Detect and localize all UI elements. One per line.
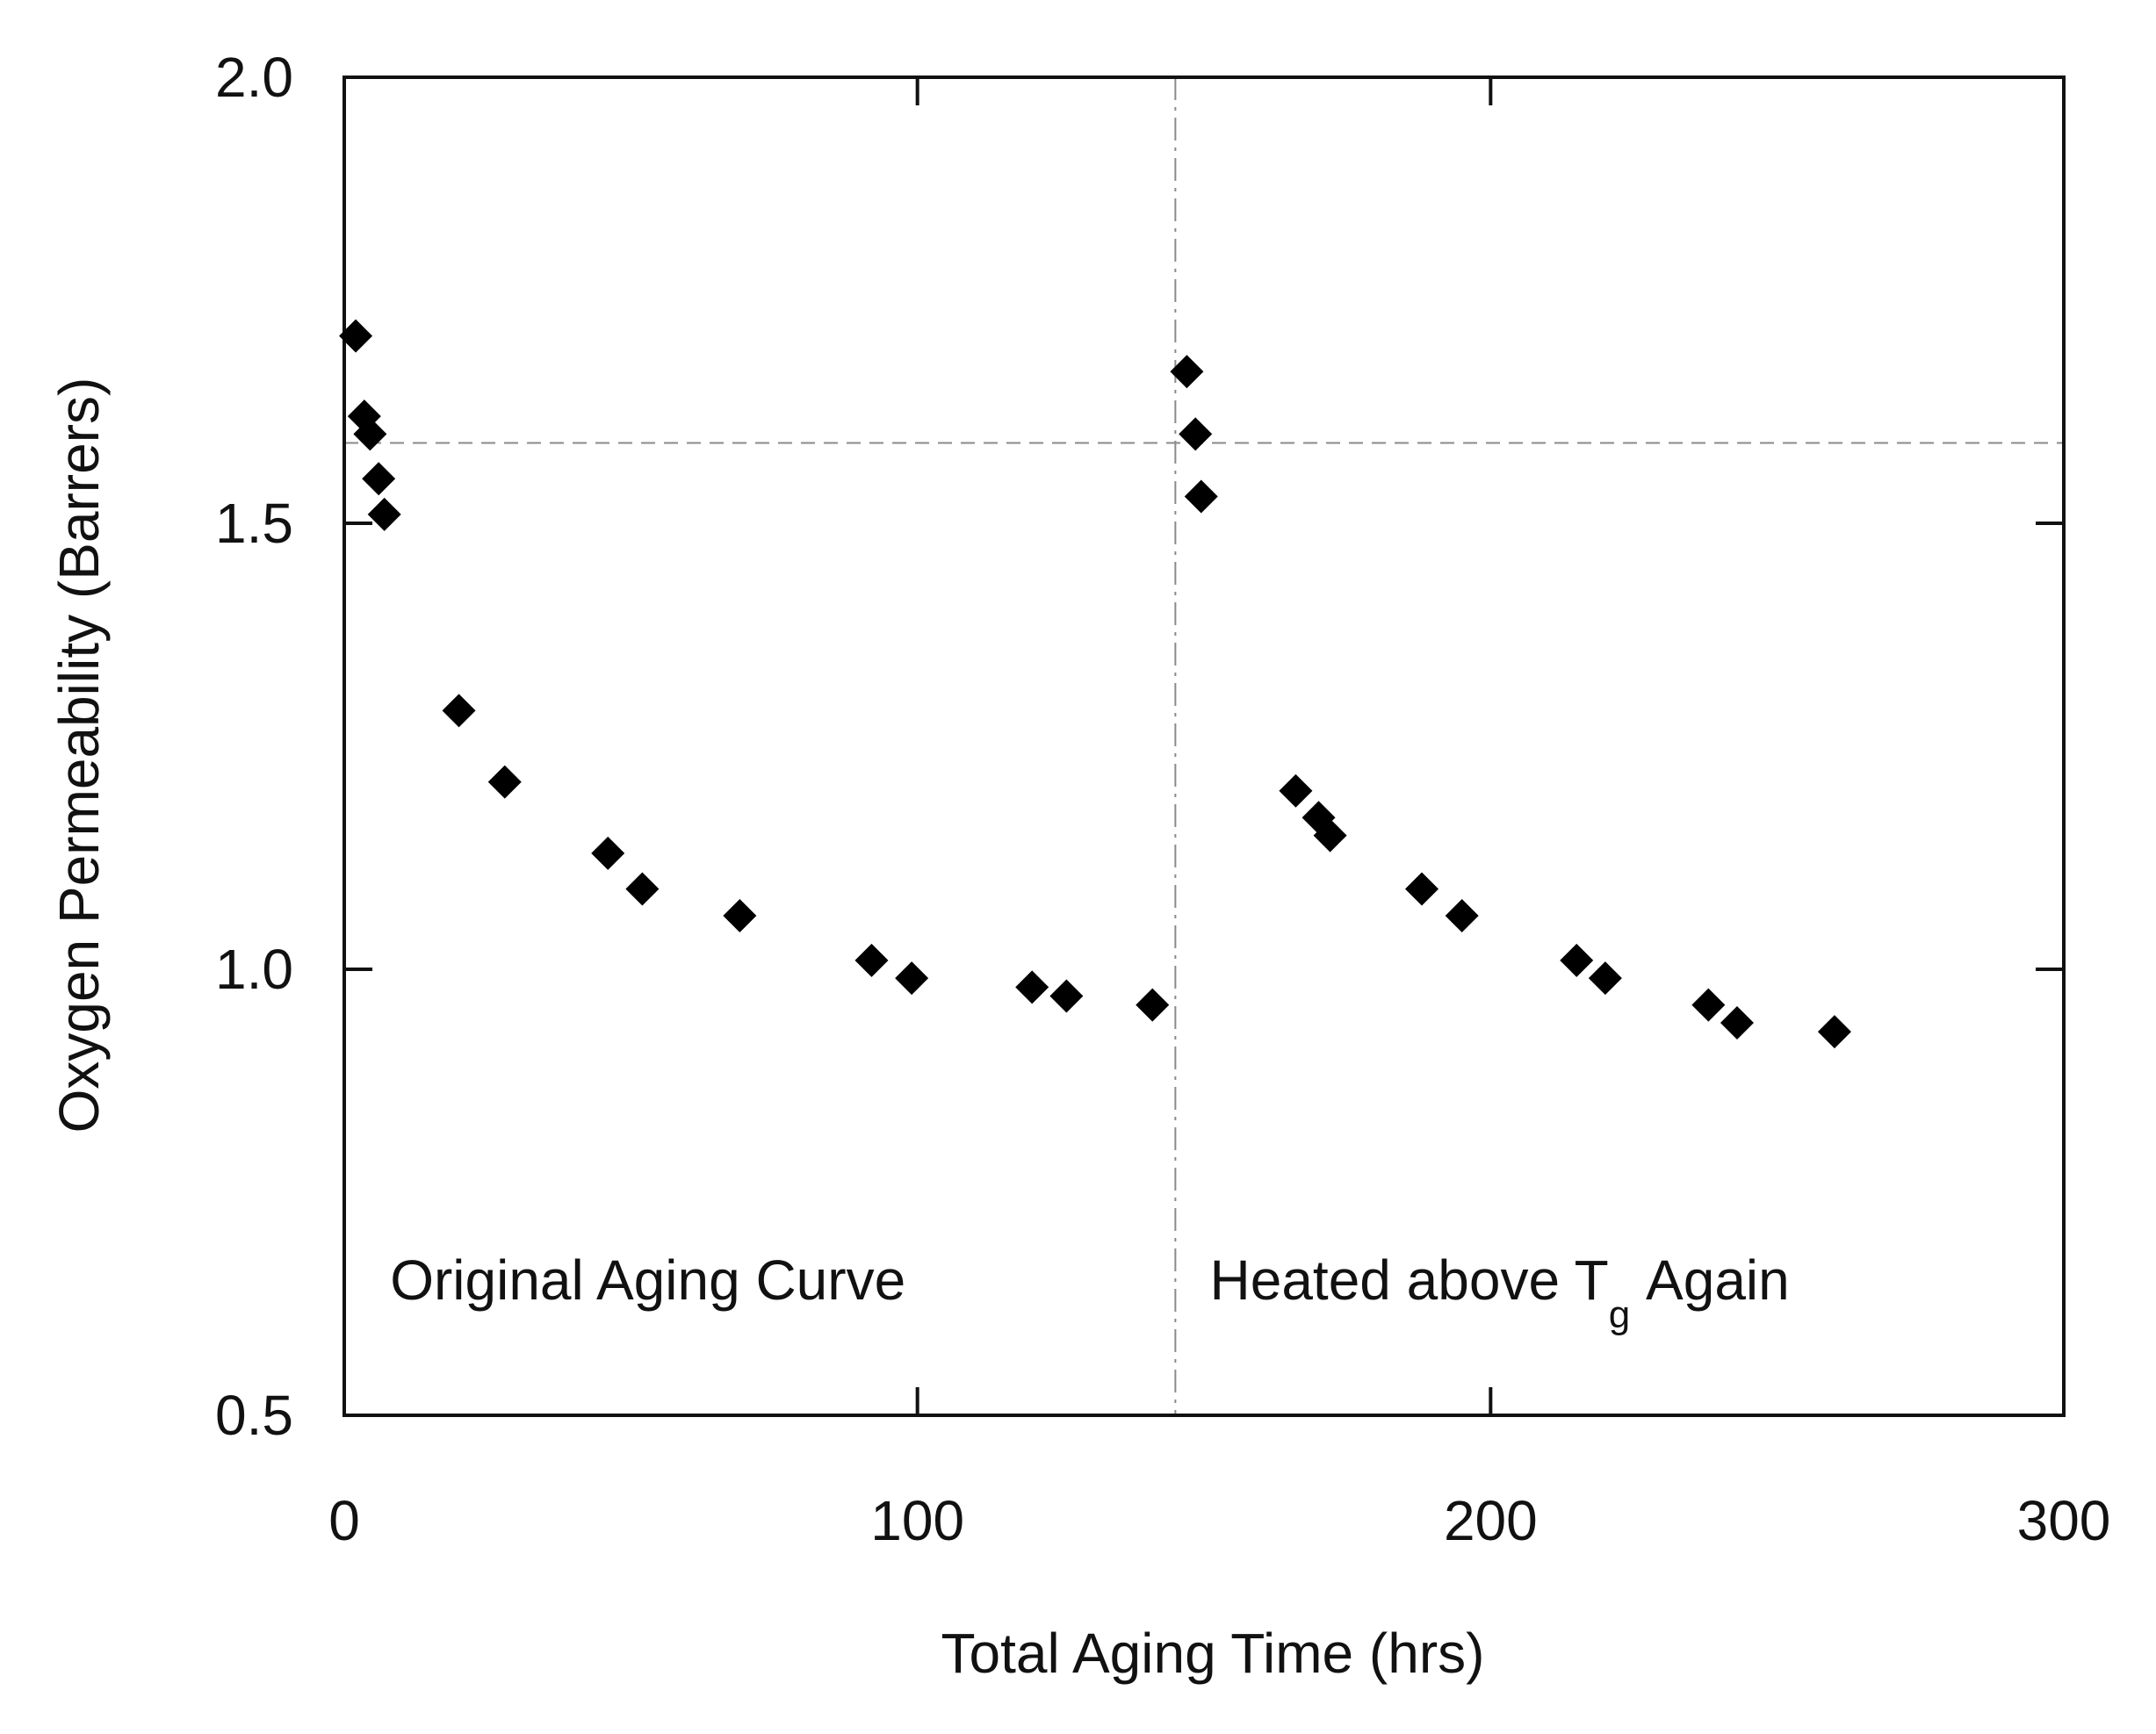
- data-points: [339, 319, 1851, 1049]
- annotation-suffix: Again: [1630, 1248, 1789, 1312]
- data-point-diamond: [367, 497, 401, 531]
- x-tick-label: 0: [328, 1489, 360, 1552]
- y-tick-label: 2.0: [215, 46, 293, 109]
- data-point-diamond: [353, 417, 387, 451]
- annotation-label: Heated above Tg Again: [1210, 1248, 1790, 1336]
- data-point-diamond: [1170, 355, 1204, 389]
- x-axis-title: Total Aging Time (hrs): [941, 1622, 1485, 1685]
- tick-labels: 0 100 200 300 0.5 1.0 1.5 2.0: [215, 46, 2110, 1552]
- data-point-diamond: [895, 961, 929, 996]
- annotation-subscript: g: [1609, 1293, 1630, 1336]
- data-point-diamond: [723, 899, 757, 933]
- plot-frame: [343, 76, 2066, 1417]
- data-point-diamond: [1405, 872, 1439, 906]
- data-point-diamond: [1313, 818, 1347, 853]
- data-point-diamond: [1184, 479, 1218, 514]
- x-tick-label: 200: [1444, 1489, 1538, 1552]
- data-point-diamond: [442, 694, 476, 728]
- data-point-diamond: [625, 872, 660, 906]
- annotations: Original Aging Curve Heated above Tg Agai…: [390, 1248, 1790, 1336]
- data-point-diamond: [362, 462, 396, 496]
- data-point-diamond: [1560, 943, 1594, 977]
- data-point-diamond: [854, 943, 889, 977]
- data-point-diamond: [1445, 899, 1479, 933]
- y-axis-title: Oxygen Permeability (Barrers): [47, 378, 111, 1133]
- data-point-diamond: [1136, 988, 1170, 1022]
- y-tick-label: 0.5: [215, 1384, 293, 1447]
- data-point-diamond: [487, 765, 522, 799]
- data-point-diamond: [1588, 961, 1622, 996]
- data-point-diamond: [1279, 773, 1313, 808]
- annotation-text: Original Aging Curve: [390, 1248, 905, 1312]
- y-tick-label: 1.0: [215, 938, 293, 1001]
- data-point-diamond: [1691, 988, 1726, 1022]
- x-tick-label: 300: [2017, 1489, 2111, 1552]
- data-point-diamond: [591, 836, 625, 870]
- x-tick-label: 100: [870, 1489, 964, 1552]
- data-point-diamond: [1817, 1015, 1851, 1049]
- data-point-diamond: [1720, 1005, 1754, 1040]
- reference-lines: [344, 77, 2064, 1415]
- annotation-label: Original Aging Curve: [390, 1248, 905, 1312]
- data-point-diamond: [1015, 970, 1049, 1004]
- data-point-diamond: [1179, 417, 1213, 451]
- data-point-diamond: [1049, 979, 1084, 1013]
- y-tick-label: 1.5: [215, 492, 293, 555]
- data-point-diamond: [339, 319, 373, 353]
- annotation-text: Heated above T: [1210, 1248, 1609, 1312]
- axis-ticks: [343, 76, 2066, 1417]
